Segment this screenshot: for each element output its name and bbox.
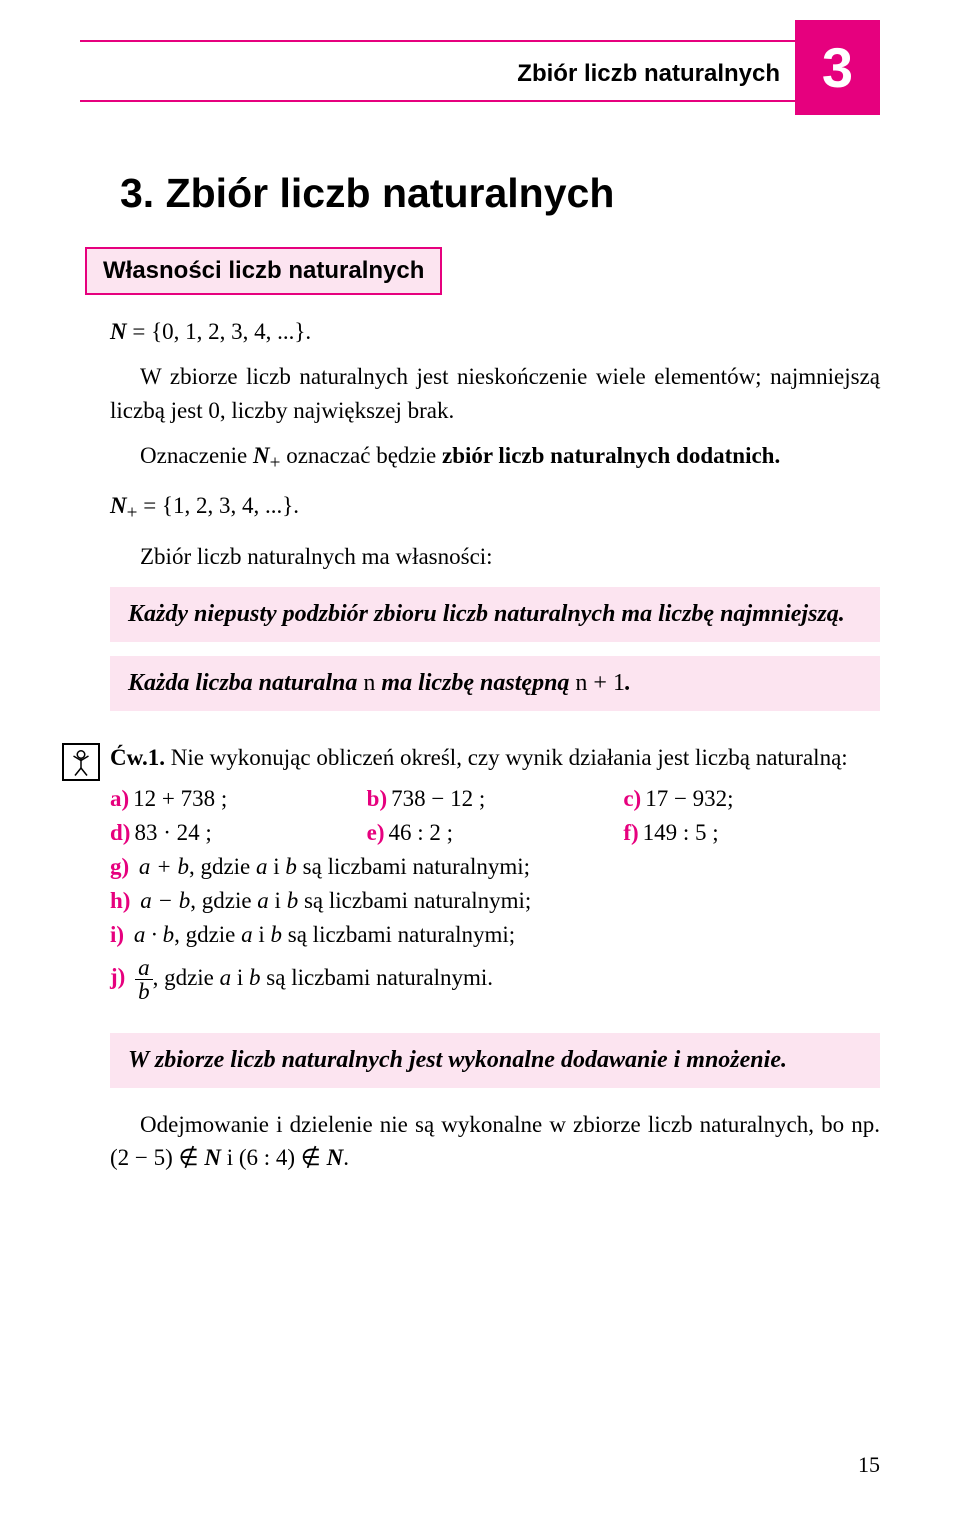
label-e: e) — [367, 820, 385, 845]
label-j: j) — [110, 964, 125, 989]
p2-mid: oznaczać będzie — [280, 443, 442, 468]
text-f: 149 : 5 ; — [643, 820, 719, 845]
text-d: 83 · 24 ; — [134, 820, 211, 845]
p2-pre: Oznaczenie — [140, 443, 253, 468]
item-g: g) a + b, gdzie a i b są liczbami natura… — [110, 854, 880, 880]
set-plus-def: = {1, 2, 3, 4, ...}. — [143, 493, 299, 518]
header-rule-bottom — [80, 100, 880, 102]
item-b: b)738 − 12 ; — [367, 786, 624, 812]
frac-num: a — [135, 956, 153, 980]
item-e: e)46 : 2 ; — [367, 820, 624, 846]
label-c: c) — [623, 786, 641, 811]
exercise-text: Nie wykonując obliczeń określ, czy wynik… — [165, 745, 848, 770]
item-c: c)17 − 932; — [623, 786, 880, 812]
label-h: h) — [110, 888, 130, 913]
exercise-icon — [62, 743, 100, 781]
nplus-symbol: N — [253, 443, 270, 468]
expr-g: a + b — [139, 854, 189, 879]
label-a: a) — [110, 786, 129, 811]
plus-subscript: + — [270, 453, 281, 474]
frac-den: b — [135, 980, 153, 1003]
label-d: d) — [110, 820, 130, 845]
text-b: 738 − 12 ; — [391, 786, 485, 811]
subtitle-box: Własności liczb naturalnych — [85, 247, 442, 295]
expr-h: a − b — [140, 888, 190, 913]
item-i: i) a · b, gdzie a i b są liczbami natura… — [110, 922, 880, 948]
tail-j: , gdzie a i b są liczbami naturalnymi. — [153, 964, 493, 989]
plus-subscript-2: + — [127, 503, 138, 524]
header-rule-top — [80, 40, 880, 42]
text-a: 12 + 738 ; — [133, 786, 227, 811]
nplus-symbol-2: N — [110, 493, 127, 518]
text-c: 17 − 932; — [645, 786, 733, 811]
label-b: b) — [367, 786, 387, 811]
item-j: j) a b , gdzie a i b są liczbami natural… — [110, 956, 880, 1003]
exercise-prompt: Ćw.1. Nie wykonując obliczeń określ, czy… — [110, 741, 880, 776]
text-e: 46 : 2 ; — [389, 820, 454, 845]
tail-g: , gdzie a i b są liczbami naturalnymi; — [189, 854, 530, 879]
closing-math1: (2 − 5) ∉ N — [110, 1145, 221, 1170]
stripe2-plus1: + 1 — [587, 670, 625, 696]
item-d: d)83 · 24 ; — [110, 820, 367, 846]
property-box-3: W zbiorze liczb naturalnych jest wykonal… — [110, 1033, 880, 1088]
page-number: 15 — [858, 1452, 880, 1478]
tail-i: , gdzie a i b są liczbami naturalnymi; — [174, 922, 515, 947]
stripe2-n: n — [363, 670, 375, 696]
fraction-ab: a b — [135, 956, 153, 1003]
label-i: i) — [110, 922, 124, 947]
label-g: g) — [110, 854, 129, 879]
running-title: Zbiór liczb naturalnych — [517, 60, 780, 88]
closing-pre: Odejmowanie i dzielenie nie są wykonalne… — [140, 1112, 880, 1137]
expr-i: a · b — [134, 922, 174, 947]
exercise-1: Ćw.1. Nie wykonując obliczeń określ, czy… — [80, 741, 880, 1003]
paragraph-3: Zbiór liczb naturalnych ma własności: — [110, 540, 880, 573]
set-def: = {0, 1, 2, 3, 4, ...}. — [132, 319, 311, 344]
p2-bold: zbiór liczb naturalnych dodatnich. — [442, 443, 780, 468]
stripe2-mid: ma liczbę następną — [375, 670, 575, 696]
section-title: 3. Zbiór liczb naturalnych — [120, 170, 880, 217]
property-box-2: Każda liczba naturalna n ma liczbę nastę… — [110, 656, 880, 711]
tail-h: , gdzie a i b są liczbami naturalnymi; — [190, 888, 531, 913]
paragraph-1: W zbiorze liczb naturalnych jest nieskoń… — [110, 360, 880, 427]
property-box-1: Każdy niepusty podzbiór zbioru liczb nat… — [110, 587, 880, 642]
stripe2-pre: Każda liczba naturalna — [128, 670, 363, 696]
page-header: Zbiór liczb naturalnych 3 — [80, 40, 880, 120]
item-h: h) a − b, gdzie a i b są liczbami natura… — [110, 888, 880, 914]
person-icon — [66, 747, 96, 777]
item-a: a)12 + 738 ; — [110, 786, 367, 812]
definition-set-plus: N+ = {1, 2, 3, 4, ...}. — [110, 489, 880, 527]
closing-math2: (6 : 4) ∉ N. — [239, 1145, 349, 1170]
item-f: f)149 : 5 ; — [623, 820, 880, 846]
label-f: f) — [623, 820, 638, 845]
exercise-items-grid: a)12 + 738 ; b)738 − 12 ; c)17 − 932; d)… — [110, 786, 880, 846]
definition-set: N = {0, 1, 2, 3, 4, ...}. — [110, 315, 880, 348]
exercise-label: Ćw.1. — [110, 745, 165, 770]
closing-paragraph: Odejmowanie i dzielenie nie są wykonalne… — [110, 1108, 880, 1175]
set-symbol: N — [110, 319, 127, 344]
stripe2-post: . — [625, 670, 631, 696]
closing-mid: i — [221, 1145, 239, 1170]
paragraph-2: Oznaczenie N+ oznaczać będzie zbiór licz… — [110, 439, 880, 477]
stripe2-n1: n — [575, 670, 587, 696]
